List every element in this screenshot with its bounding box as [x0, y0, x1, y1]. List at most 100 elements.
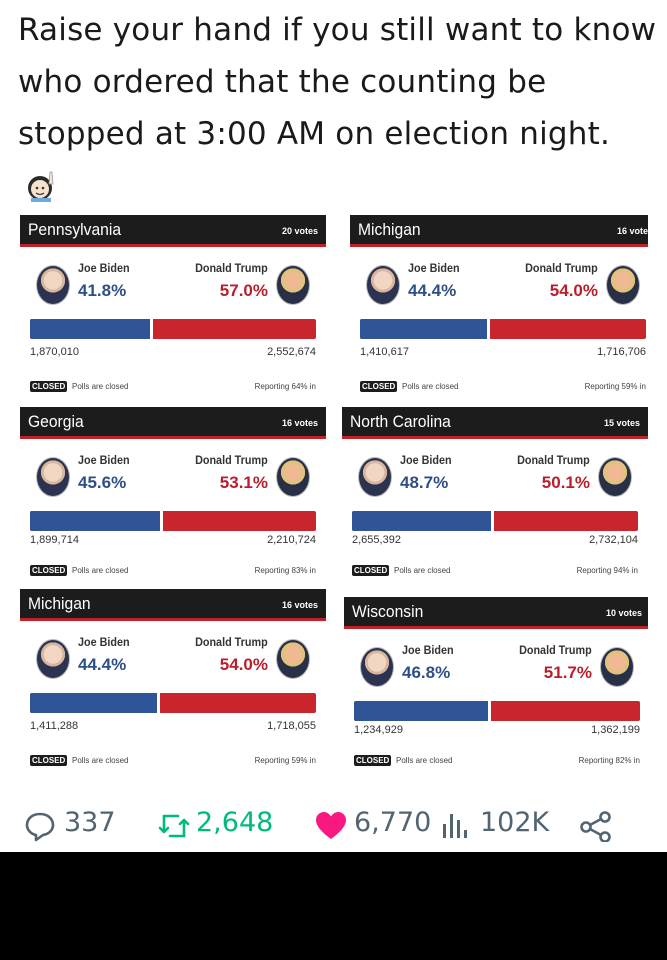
card-header: Pennsylvania 20 votes: [20, 215, 326, 247]
reporting-status: Reporting 64% in: [254, 382, 316, 391]
biden-name: Joe Biden: [78, 261, 130, 275]
biden-avatar: [358, 457, 392, 497]
trump-vote-count: 1,716,706: [597, 346, 646, 358]
biden-share-fill: [30, 319, 150, 339]
closed-badge: CLOSED: [30, 565, 68, 576]
bar-divider: [487, 701, 491, 721]
card-header: Wisconsin 10 votes: [344, 597, 648, 629]
trump-percent: 54.0%: [219, 655, 268, 674]
biden-vote-count: 1,899,714: [30, 534, 79, 546]
trump-block: Donald Trump 53.1%: [176, 453, 316, 503]
reporting-status: Reporting 83% in: [254, 566, 316, 575]
biden-block: Joe Biden 45.6%: [30, 453, 170, 503]
trump-block: Donald Trump 54.0%: [176, 635, 316, 685]
electoral-votes: 16 votes: [281, 418, 318, 428]
biden-name: Joe Biden: [400, 453, 452, 467]
biden-name: Joe Biden: [402, 643, 454, 657]
card-footer: CLOSED Polls are closed Reporting 64% in: [30, 381, 316, 395]
state-name: Pennsylvania: [28, 220, 122, 239]
biden-share-fill: [360, 319, 487, 339]
biden-percent: 44.4%: [408, 281, 457, 300]
trump-avatar: [276, 265, 310, 305]
trump-vote-count: 2,552,674: [267, 346, 316, 358]
biden-vote-count: 1,411,288: [30, 720, 79, 732]
reporting-status: Reporting 82% in: [578, 756, 640, 765]
electoral-votes: 15 votes: [603, 418, 640, 428]
vote-share-bar: [30, 693, 316, 713]
trump-name: Donald Trump: [195, 453, 268, 467]
state-result-card: Georgia 16 votes Joe Biden 45.6% Donald …: [20, 407, 326, 585]
biden-avatar: [360, 647, 394, 687]
like-count: 6,770: [354, 807, 432, 838]
trump-name: Donald Trump: [517, 453, 590, 467]
trump-vote-count: 1,362,199: [591, 724, 640, 736]
polls-status: Polls are closed: [396, 756, 453, 765]
vote-share-bar: [30, 511, 316, 531]
trump-percent: 57.0%: [219, 281, 268, 300]
trump-vote-count: 1,718,055: [267, 720, 316, 732]
reply-count: 337: [64, 807, 116, 838]
card-header: Georgia 16 votes: [20, 407, 326, 439]
biden-vote-count: 1,410,617: [360, 346, 409, 358]
trump-block: Donald Trump 51.7%: [500, 643, 640, 693]
trump-avatar: [276, 457, 310, 497]
trump-name: Donald Trump: [525, 261, 598, 275]
card-footer: CLOSED Polls are closed Reporting 59% in: [30, 755, 316, 769]
biden-block: Joe Biden 44.4%: [360, 261, 500, 311]
raising-hand-emoji-icon: [24, 166, 58, 202]
closed-badge: CLOSED: [30, 755, 68, 766]
trump-vote-count: 2,732,104: [589, 534, 638, 546]
biden-avatar: [36, 457, 70, 497]
trump-percent: 50.1%: [541, 473, 590, 492]
trump-avatar: [276, 639, 310, 679]
reporting-status: Reporting 94% in: [576, 566, 638, 575]
state-name: Michigan: [358, 220, 421, 239]
card-header: Michigan 16 vote: [350, 215, 648, 247]
electoral-votes: 10 votes: [605, 608, 642, 618]
tweet-text: Raise your hand if you still want to kno…: [18, 4, 658, 212]
vote-share-bar: [354, 701, 640, 721]
biden-share-fill: [30, 693, 157, 713]
vote-share-bar: [30, 319, 316, 339]
biden-name: Joe Biden: [78, 453, 130, 467]
bar-divider: [149, 319, 153, 339]
state-name: Wisconsin: [352, 602, 424, 621]
trump-percent: 54.0%: [549, 281, 598, 300]
closed-badge: CLOSED: [352, 565, 390, 576]
election-results-image: Pennsylvania 20 votes Joe Biden 41.8% Do…: [20, 215, 648, 780]
biden-percent: 45.6%: [78, 473, 127, 492]
card-footer: CLOSED Polls are closed Reporting 83% in: [30, 565, 316, 579]
state-name: Michigan: [28, 594, 91, 613]
state-result-card: North Carolina 15 votes Joe Biden 48.7% …: [342, 407, 648, 585]
biden-vote-count: 1,870,010: [30, 346, 79, 358]
biden-share-fill: [30, 511, 161, 531]
closed-badge: CLOSED: [360, 381, 398, 392]
trump-avatar: [598, 457, 632, 497]
biden-avatar: [36, 265, 70, 305]
trump-block: Donald Trump 54.0%: [506, 261, 646, 311]
biden-block: Joe Biden 44.4%: [30, 635, 170, 685]
card-footer: CLOSED Polls are closed Reporting 59% in: [360, 381, 646, 395]
bottom-black-area: [0, 852, 667, 960]
polls-status: Polls are closed: [402, 382, 459, 391]
state-name: Georgia: [28, 412, 84, 431]
biden-block: Joe Biden 46.8%: [354, 643, 494, 693]
state-result-card: Wisconsin 10 votes Joe Biden 46.8% Donal…: [344, 597, 648, 780]
trump-avatar: [606, 265, 640, 305]
share-icon: [580, 811, 611, 842]
trump-name: Donald Trump: [519, 643, 592, 657]
closed-badge: CLOSED: [354, 755, 392, 766]
heart-icon: [316, 812, 346, 839]
vote-share-bar: [360, 319, 646, 339]
card-header: Michigan 16 votes: [20, 589, 326, 621]
biden-name: Joe Biden: [408, 261, 460, 275]
trump-avatar: [600, 647, 634, 687]
reporting-status: Reporting 59% in: [584, 382, 646, 391]
card-footer: CLOSED Polls are closed Reporting 94% in: [352, 565, 638, 579]
biden-avatar: [36, 639, 70, 679]
card-footer: CLOSED Polls are closed Reporting 82% in: [354, 755, 640, 769]
trump-block: Donald Trump 57.0%: [176, 261, 316, 311]
card-header: North Carolina 15 votes: [342, 407, 648, 439]
trump-name: Donald Trump: [195, 261, 268, 275]
views-count: 102K: [480, 807, 550, 838]
